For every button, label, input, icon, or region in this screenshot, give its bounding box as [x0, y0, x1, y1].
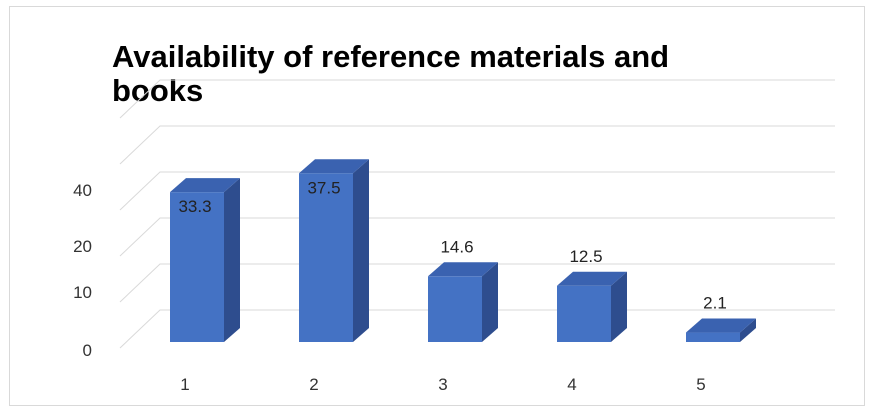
data-label: 2.1: [703, 294, 727, 313]
data-label: 14.6: [440, 237, 473, 256]
bar-front: [557, 285, 611, 342]
y-axis-ticks: 0 10 20 40: [73, 181, 92, 360]
data-label: 37.5: [307, 178, 340, 197]
gridline: [119, 217, 835, 257]
bar-side: [611, 271, 627, 342]
x-tick-label: 4: [567, 375, 576, 394]
bar: [299, 159, 369, 342]
gridline: [119, 79, 835, 119]
bar-top: [299, 159, 369, 174]
x-tick-label: 1: [180, 375, 189, 394]
bar-top: [557, 271, 627, 286]
bar-top: [428, 262, 498, 277]
bar-front: [686, 332, 740, 342]
bar-front: [428, 276, 482, 342]
bar-top: [686, 318, 756, 333]
y-tick-label: 20: [73, 237, 92, 256]
y-tick-label: 0: [83, 341, 92, 360]
y-tick-label: 40: [73, 181, 92, 200]
bar-front: [170, 192, 224, 342]
data-label: 12.5: [569, 247, 602, 266]
gridline: [119, 125, 835, 165]
chart-title: Availability of reference materials and …: [112, 39, 670, 108]
bar: [428, 262, 498, 342]
gridline: [119, 171, 835, 211]
bar: [557, 271, 627, 342]
x-axis-ticks: 1 2 3 4 5: [180, 375, 705, 394]
x-tick-label: 5: [696, 375, 705, 394]
bar-side: [353, 159, 369, 342]
bars: [170, 159, 756, 342]
bar-side: [224, 178, 240, 342]
bar-side: [740, 318, 756, 342]
bar-front: [299, 173, 353, 342]
bar-side: [482, 262, 498, 342]
bar-top: [170, 178, 240, 193]
data-label: 33.3: [178, 197, 211, 216]
gridline: [119, 263, 835, 303]
bar: [170, 178, 240, 342]
y-tick-label: 10: [73, 283, 92, 302]
data-labels: 33.3 37.5 14.6 12.5 2.1: [178, 178, 726, 312]
bar: [686, 318, 756, 342]
x-tick-label: 2: [309, 375, 318, 394]
x-tick-label: 3: [438, 375, 447, 394]
